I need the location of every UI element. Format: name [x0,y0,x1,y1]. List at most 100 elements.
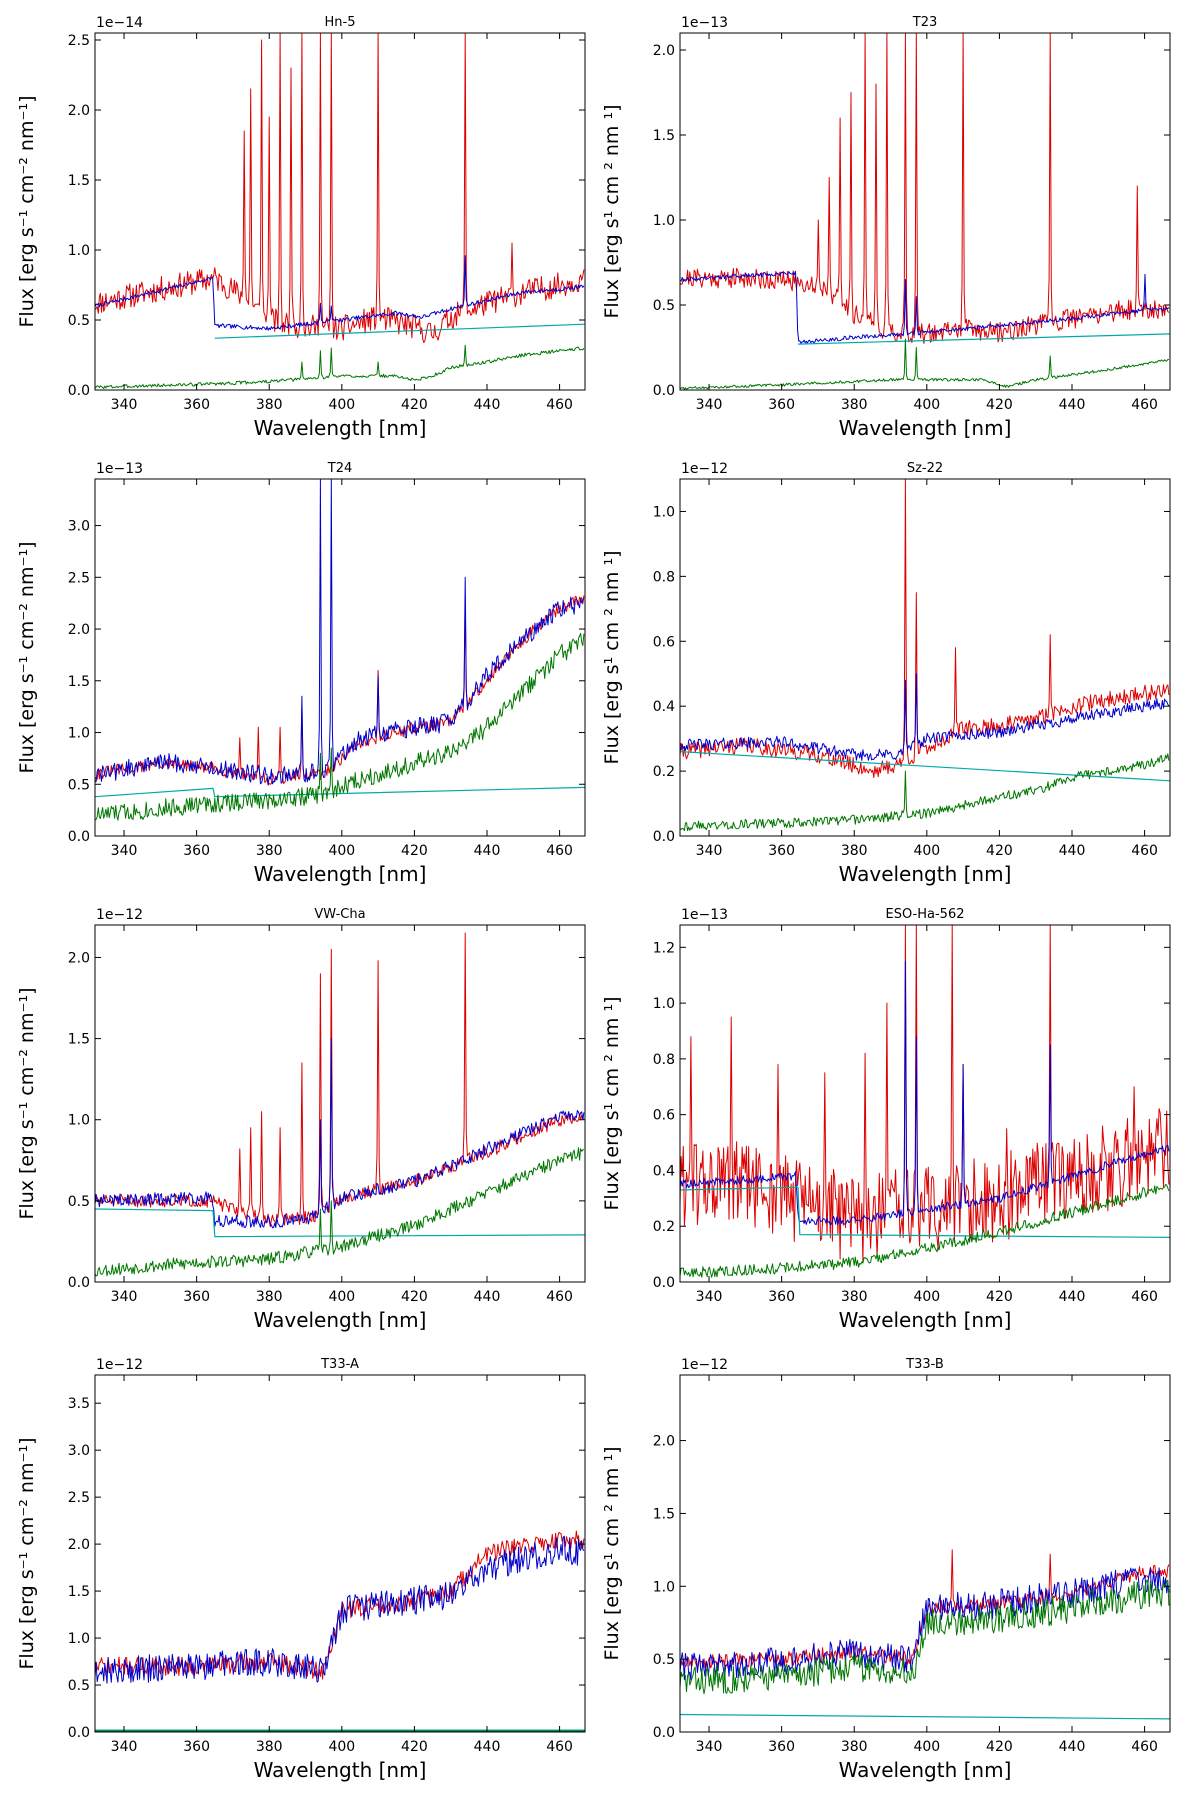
y-tick-label: 2.0 [653,43,675,59]
y-tick-label: 1.0 [653,213,675,229]
x-axis-label: Wavelength [nm] [839,1758,1012,1782]
y-axis-label: Flux [erg s⁻¹ cm⁻² nm⁻¹] [16,987,38,1219]
x-tick-label: 440 [474,843,501,859]
y-tick-label: 0.0 [653,829,675,845]
y-tick-label: 1.5 [653,128,675,144]
x-tick-label: 460 [546,1739,573,1755]
x-tick-label: 420 [401,397,428,413]
x-tick-label: 360 [768,397,795,413]
series-line-2 [95,1038,585,1229]
chart-title: T24 [327,461,352,476]
x-tick-label: 340 [696,1739,723,1755]
x-tick-label: 460 [1131,1739,1158,1755]
x-tick-label: 440 [474,1739,501,1755]
x-tick-label: 360 [768,1739,795,1755]
y-tick-label: 2.0 [68,1537,90,1553]
chart-title: T23 [912,15,937,30]
y-tick-label: 1.5 [68,674,90,690]
chart-panel-1: 340 360 380 400 420 440 460 0.0 0.5 1.0 1.5 2.0 2.5 1… [16,15,586,440]
series-line-1 [680,479,1170,779]
x-tick-label: 420 [401,843,428,859]
y-tick-label: 0.0 [653,383,675,399]
series-line-4 [680,1184,1170,1278]
x-tick-label: 460 [1131,1289,1158,1305]
x-tick-label: 420 [986,1289,1013,1305]
series-line-2 [680,673,1170,761]
y-tick-label: 0.8 [653,569,675,585]
y-axis-label: Flux [erg s⁻¹ cm⁻² nm⁻¹] [16,1437,38,1669]
x-tick-label: 340 [696,843,723,859]
y-tick-label: 0.4 [653,1163,675,1179]
series-line-3 [214,323,585,339]
y-tick-label: 0.5 [653,1652,675,1668]
chart-title: T33-B [905,1357,944,1372]
series-line-2 [680,960,1170,1226]
x-tick-label: 360 [183,843,210,859]
y-tick-label: 0.0 [653,1275,675,1291]
axis-multiplier: 1e−13 [681,15,728,31]
axis-multiplier: 1e−12 [681,461,728,477]
y-tick-label: 1.0 [68,243,90,259]
x-axis-label: Wavelength [nm] [839,862,1012,886]
x-tick-label: 420 [401,1739,428,1755]
y-axis-label: Flux [erg s¹ cm ² nm ¹] [601,104,623,318]
x-tick-label: 420 [401,1289,428,1305]
y-tick-label: 1.0 [653,996,675,1012]
y-tick-label: 1.5 [653,1506,675,1522]
x-tick-label: 460 [546,1289,573,1305]
x-tick-label: 460 [1131,397,1158,413]
x-tick-label: 400 [328,397,355,413]
x-axis-label: Wavelength [nm] [254,1308,427,1332]
y-tick-label: 0.5 [68,1678,90,1694]
series-line-4 [95,1147,585,1277]
axis-multiplier: 1e−14 [96,15,143,31]
x-tick-label: 400 [913,1289,940,1305]
x-tick-label: 460 [546,843,573,859]
x-tick-label: 400 [913,1739,940,1755]
y-tick-label: 0.8 [653,1052,675,1068]
x-tick-label: 400 [913,843,940,859]
y-tick-label: 0.6 [653,634,675,650]
y-tick-label: 0.6 [653,1108,675,1124]
x-tick-label: 420 [986,843,1013,859]
x-tick-label: 440 [1059,397,1086,413]
x-tick-label: 380 [841,843,868,859]
x-tick-label: 400 [913,397,940,413]
x-tick-label: 340 [111,1289,138,1305]
series-line-1 [95,1530,585,1680]
x-tick-label: 340 [111,1739,138,1755]
x-tick-label: 360 [183,397,210,413]
plot-frame [679,478,1171,837]
plot-frame [94,1374,586,1733]
plot-frame [94,32,586,391]
y-tick-label: 0.5 [653,298,675,314]
series-line-3 [680,1713,1170,1720]
y-axis-label: Flux [erg s¹ cm ² nm ¹] [601,550,623,764]
y-tick-label: 3.5 [68,1396,90,1412]
axis-multiplier: 1e−13 [681,907,728,923]
chart-panel-3: 340 360 380 400 420 440 460 0.0 0.5 1.0 1.5 2.0 2.5 3… [16,461,586,886]
chart-title: T33-A [320,1357,359,1372]
x-tick-label: 440 [1059,1739,1086,1755]
series-line-1 [680,925,1170,1263]
x-tick-label: 440 [474,1289,501,1305]
y-tick-label: 3.0 [68,519,90,535]
axis-multiplier: 1e−12 [681,1357,728,1373]
y-axis-label: Flux [erg s⁻¹ cm⁻² nm⁻¹] [16,541,38,773]
y-tick-label: 3.0 [68,1443,90,1459]
x-tick-label: 400 [328,843,355,859]
x-tick-label: 380 [256,397,283,413]
axis-multiplier: 1e−13 [96,461,143,477]
y-tick-label: 2.5 [68,570,90,586]
x-axis-label: Wavelength [nm] [839,1308,1012,1332]
x-tick-label: 360 [768,1289,795,1305]
chart-title: VW-Cha [314,907,365,922]
y-tick-label: 0.5 [68,1194,90,1210]
x-tick-label: 420 [986,1739,1013,1755]
chart-panel-8: 340 360 380 400 420 440 460 0.0 0.5 1.0 1.5 2.0 1e−1… [601,1357,1171,1782]
x-tick-label: 360 [183,1739,210,1755]
chart-panel-7: 340 360 380 400 420 440 460 0.0 0.5 1.0 1.5 2.0 2.5 3… [16,1357,586,1782]
x-tick-label: 460 [546,397,573,413]
axis-multiplier: 1e−12 [96,1357,143,1373]
chart-panel-6: 340 360 380 400 420 440 460 0.0 0.2 0.4 0.6 0.8 1.0 1… [601,907,1171,1332]
